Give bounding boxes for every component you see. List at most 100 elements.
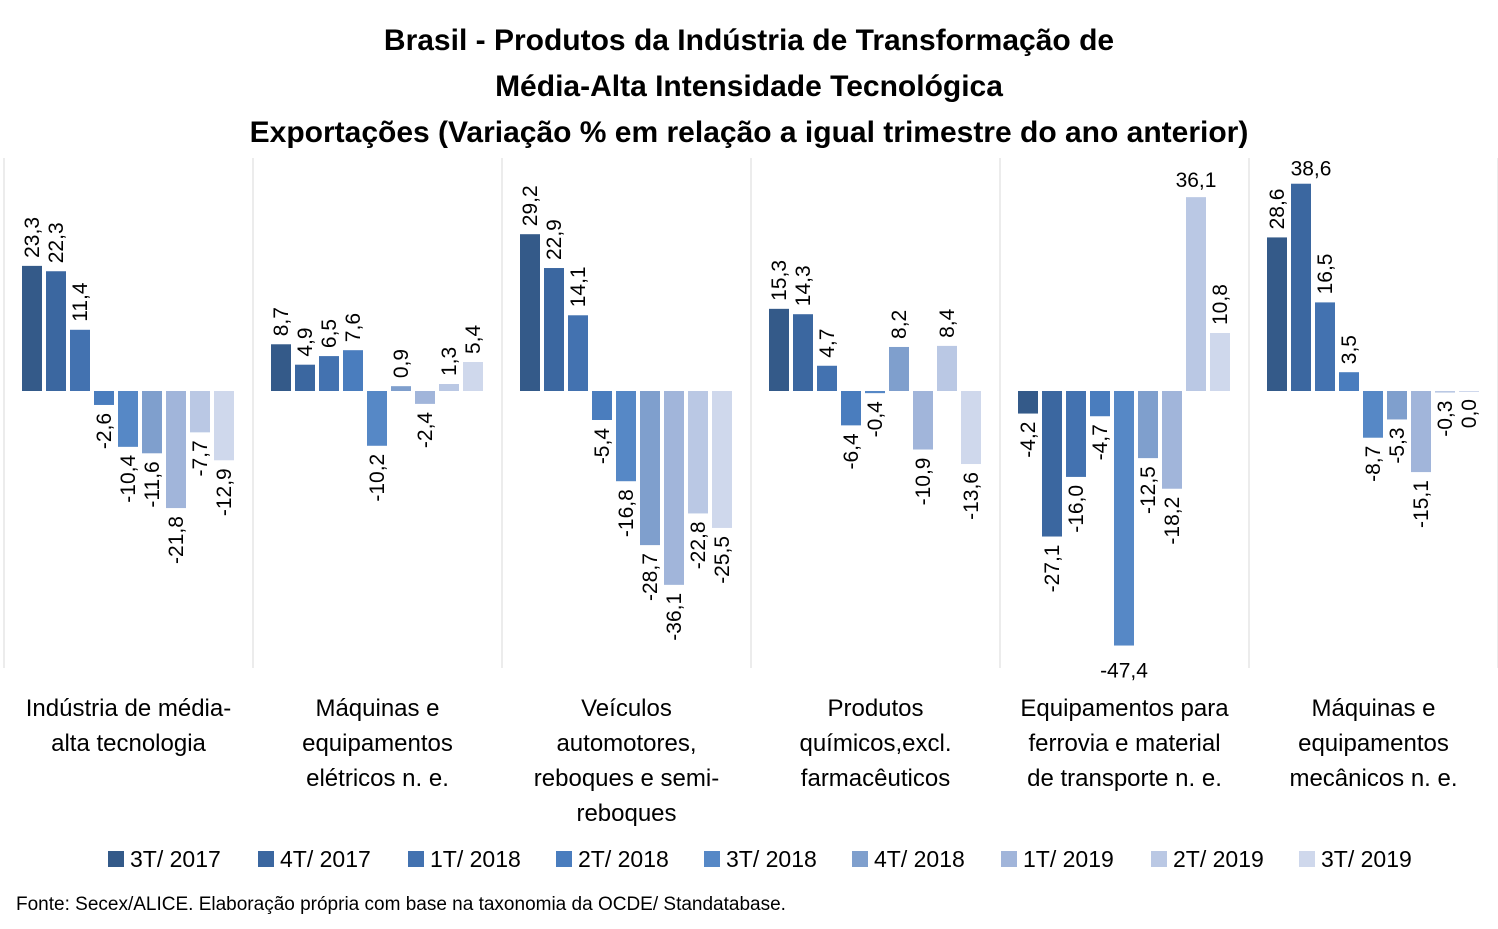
data-label: 15,3	[768, 260, 791, 301]
bar	[1459, 391, 1479, 392]
data-label: 28,6	[1266, 189, 1289, 230]
data-label: 8,2	[888, 310, 911, 339]
legend-swatch	[556, 851, 572, 867]
legend-swatch	[258, 851, 274, 867]
category-label: automotores,	[556, 730, 696, 757]
data-label: -10,4	[117, 455, 140, 503]
bar	[46, 271, 66, 391]
data-label: 22,3	[45, 222, 68, 263]
legend-swatch	[408, 851, 424, 867]
data-label: -21,8	[165, 516, 188, 564]
bar	[1090, 391, 1110, 417]
category-label: Indústria de média-	[26, 695, 231, 722]
bar	[1363, 391, 1383, 438]
category-label: químicos,excl.	[799, 730, 951, 757]
data-label: 14,3	[792, 265, 815, 306]
data-label: -27,1	[1041, 545, 1064, 593]
bar	[391, 386, 411, 391]
category-label: reboques e semi-	[534, 765, 719, 792]
data-label: 29,2	[519, 185, 542, 226]
data-label: -10,2	[366, 454, 389, 502]
chart-title-line-1: Brasil - Produtos da Indústria de Transf…	[383, 24, 1115, 57]
bar	[1066, 391, 1086, 477]
bar	[1315, 302, 1335, 391]
chart-title-line-3: Exportações (Variação % em relação a igu…	[249, 116, 1249, 149]
category-label: farmacêuticos	[801, 765, 950, 792]
bar	[439, 384, 459, 391]
bar	[1435, 391, 1455, 393]
category-label: reboques	[576, 800, 676, 827]
bar	[190, 391, 210, 433]
data-label: 11,4	[69, 282, 92, 322]
bar	[1162, 391, 1182, 489]
data-label: -4,2	[1017, 422, 1040, 458]
data-label: 7,6	[342, 313, 365, 342]
bar	[712, 391, 732, 528]
data-label: -16,8	[615, 489, 638, 537]
bar	[295, 364, 315, 391]
data-label: -22,8	[687, 521, 710, 569]
bar	[865, 391, 885, 394]
data-label: -5,4	[591, 428, 614, 465]
data-label: -36,1	[663, 593, 686, 641]
legend-label: 2T/ 2018	[578, 846, 669, 872]
chart-title: Brasil - Produtos da Indústria de Transf…	[0, 18, 1498, 156]
data-label: -2,4	[414, 412, 437, 449]
data-label: -0,4	[864, 401, 887, 438]
category-label: Máquinas e	[315, 695, 439, 722]
bar	[592, 391, 612, 420]
data-label: 16,5	[1314, 254, 1337, 295]
legend-swatch	[1001, 851, 1017, 867]
legend-swatch	[1299, 851, 1315, 867]
bar	[70, 329, 90, 391]
data-label: 22,9	[543, 219, 566, 260]
data-label: -0,3	[1434, 401, 1457, 437]
legend-swatch	[1151, 851, 1167, 867]
category-label: Máquinas e	[1311, 695, 1435, 722]
category-label: Veículos	[581, 695, 672, 722]
data-label: -11,6	[141, 461, 164, 507]
data-label: -18,2	[1161, 497, 1184, 545]
bar	[1186, 197, 1206, 391]
data-label: -10,9	[912, 458, 935, 506]
source-note: Fonte: Secex/ALICE. Elaboração própria c…	[16, 894, 786, 915]
legend-swatch	[852, 851, 868, 867]
legend-label: 3T/ 2019	[1321, 846, 1412, 872]
category-label: ferrovia e material	[1028, 730, 1220, 757]
category-label: equipamentos	[1298, 730, 1449, 757]
bar	[142, 391, 162, 454]
data-label: 8,7	[270, 307, 293, 336]
bar	[520, 234, 540, 391]
data-label: 0,0	[1458, 399, 1481, 428]
bar	[913, 391, 933, 450]
data-label: -2,6	[93, 413, 116, 449]
legend-swatch	[704, 851, 720, 867]
legend-label: 4T/ 2017	[280, 846, 371, 872]
bar	[1267, 237, 1287, 391]
bar	[271, 344, 291, 391]
bar	[415, 391, 435, 404]
data-label: 6,5	[318, 319, 341, 348]
bar	[841, 391, 861, 426]
data-label: 36,1	[1176, 169, 1217, 192]
data-label: -16,0	[1065, 485, 1088, 533]
data-label: 1,3	[438, 347, 461, 376]
bar	[214, 391, 234, 461]
bar	[1411, 391, 1431, 473]
bar	[367, 391, 387, 446]
bar	[94, 391, 114, 405]
bar	[889, 346, 909, 391]
data-label: 38,6	[1291, 158, 1332, 181]
category-label: equipamentos	[302, 730, 453, 757]
data-label: -12,9	[213, 468, 236, 516]
data-label: 4,7	[816, 329, 839, 358]
data-label: 5,4	[462, 324, 485, 354]
data-label: 4,9	[294, 327, 317, 356]
bar	[319, 356, 339, 391]
data-label: -7,7	[189, 440, 212, 476]
bar	[769, 308, 789, 391]
bar	[118, 391, 138, 447]
bar	[688, 391, 708, 514]
data-label: -47,4	[1100, 660, 1148, 683]
